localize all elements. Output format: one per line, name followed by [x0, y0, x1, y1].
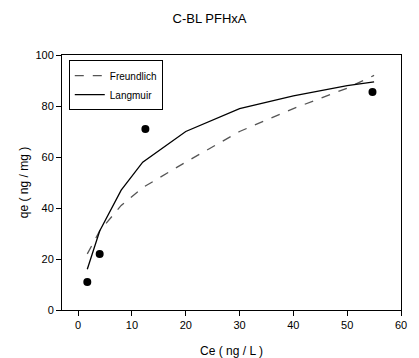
svg-text:20: 20	[180, 319, 192, 331]
svg-text:Langmuir: Langmuir	[110, 90, 152, 101]
svg-text:60: 60	[42, 151, 54, 163]
svg-text:C-BL PFHxA: C-BL PFHxA	[173, 11, 247, 26]
svg-text:0: 0	[48, 304, 54, 316]
svg-text:0: 0	[75, 319, 81, 331]
svg-text:50: 50	[341, 319, 353, 331]
svg-text:40: 40	[287, 319, 299, 331]
svg-text:40: 40	[42, 202, 54, 214]
svg-text:100: 100	[35, 49, 53, 61]
svg-text:Ce ( ng / L ): Ce ( ng / L )	[200, 344, 263, 358]
svg-text:80: 80	[42, 100, 54, 112]
svg-text:qe ( ng / mg ): qe ( ng / mg )	[17, 147, 31, 218]
svg-text:10: 10	[126, 319, 138, 331]
svg-text:20: 20	[42, 253, 54, 265]
svg-text:Freundlich: Freundlich	[110, 71, 157, 82]
svg-text:30: 30	[233, 319, 245, 331]
svg-text:60: 60	[395, 319, 407, 331]
